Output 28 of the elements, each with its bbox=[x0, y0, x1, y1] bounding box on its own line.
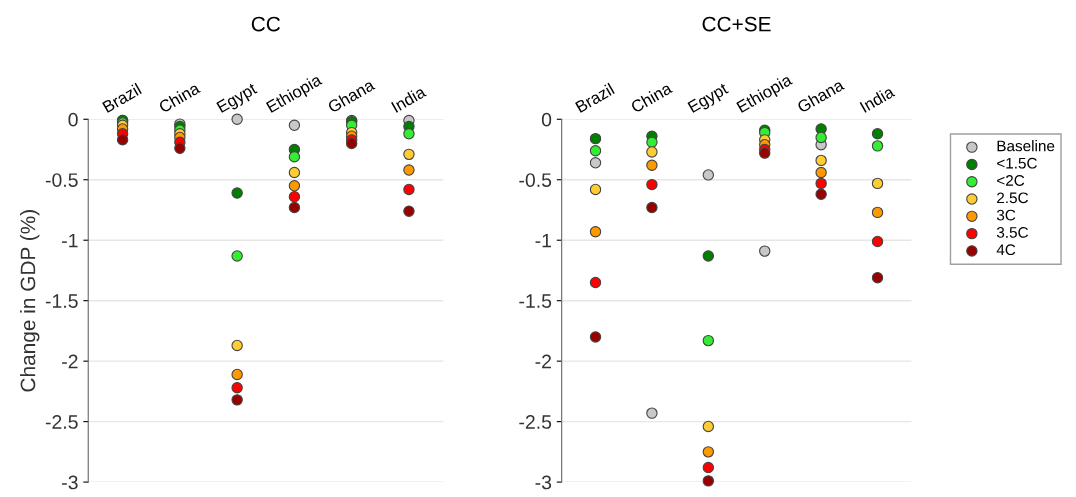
y-tick-label: -0.5 bbox=[45, 173, 78, 187]
legend-label: 2.5C bbox=[997, 192, 1029, 204]
legend-label: Baseline bbox=[997, 140, 1055, 152]
legend-label: <1.5C bbox=[997, 157, 1037, 169]
y-tick-label: 0 bbox=[541, 112, 552, 127]
y-tick-label: -2 bbox=[62, 354, 78, 369]
chart-title: CC+SE bbox=[702, 16, 771, 32]
y-tick-label: 0 bbox=[68, 112, 78, 127]
y-tick-label: -1 bbox=[535, 233, 551, 248]
x-tick-label: China bbox=[629, 81, 674, 114]
x-tick-label: China bbox=[157, 81, 201, 114]
y-tick-label: -0.5 bbox=[519, 173, 552, 187]
y-tick-label: -3 bbox=[62, 475, 78, 490]
x-tick-label: India bbox=[859, 84, 896, 113]
y-tick-label: -2.5 bbox=[519, 415, 552, 429]
y-tick-label: -2 bbox=[535, 354, 551, 369]
y-tick-label: -3 bbox=[535, 475, 552, 490]
legend-label: 4C bbox=[996, 244, 1016, 256]
x-tick-label: India bbox=[390, 84, 427, 113]
legend-label: 3.5C bbox=[996, 226, 1029, 238]
y-tick-label: -2.5 bbox=[45, 415, 78, 429]
y-tick-label: -1.5 bbox=[45, 294, 78, 308]
y-axis-title: Change in GDP (%) bbox=[20, 210, 40, 392]
legend-label: <2C bbox=[997, 175, 1025, 186]
y-tick-label: -1.5 bbox=[519, 294, 552, 308]
legend-label: 3C bbox=[996, 209, 1016, 221]
y-tick-label: -1 bbox=[62, 233, 78, 248]
chart-title: CC bbox=[251, 16, 281, 32]
